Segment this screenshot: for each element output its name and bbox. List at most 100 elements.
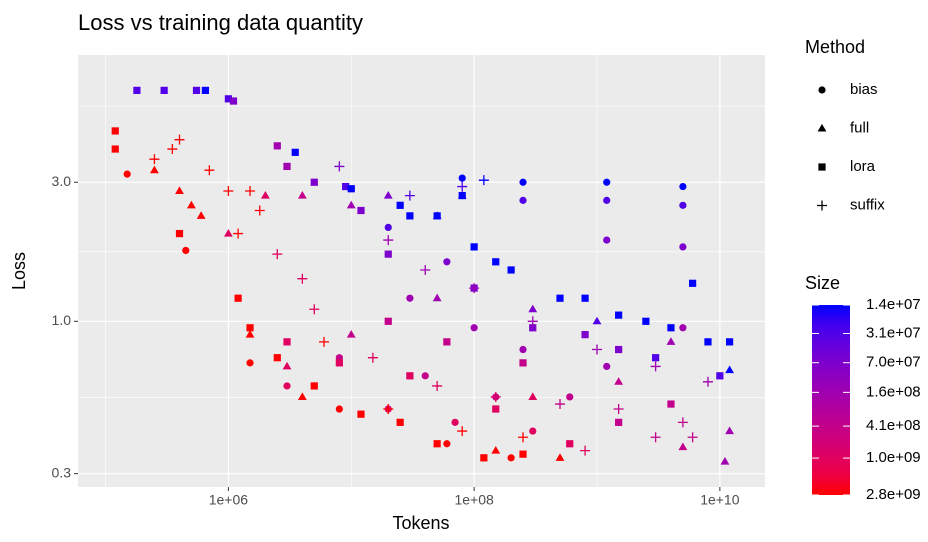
- point: [404, 190, 415, 201]
- point: [613, 404, 624, 415]
- point: [527, 316, 538, 327]
- point: [470, 324, 478, 332]
- point: [507, 266, 515, 274]
- point: [346, 200, 356, 209]
- point: [297, 273, 308, 284]
- point: [383, 404, 394, 415]
- legend-label: suffix: [850, 196, 885, 213]
- point: [174, 134, 185, 145]
- point: [529, 427, 537, 435]
- point: [492, 258, 500, 266]
- point: [529, 324, 537, 332]
- point: [432, 293, 442, 302]
- point: [519, 196, 527, 204]
- point: [384, 223, 392, 231]
- point: [433, 212, 441, 220]
- point: [182, 246, 190, 255]
- legend-key: [818, 86, 826, 94]
- point: [335, 405, 343, 413]
- point: [591, 344, 602, 355]
- point: [679, 243, 687, 251]
- point: [704, 338, 712, 346]
- point: [519, 178, 527, 186]
- point: [580, 445, 591, 456]
- point: [480, 454, 488, 462]
- colorbar-label: 3.1e+07: [866, 324, 921, 341]
- point: [383, 235, 394, 246]
- point: [615, 418, 623, 426]
- y-tick-label: 1.0: [52, 312, 72, 328]
- point: [406, 372, 414, 380]
- point: [457, 426, 468, 437]
- point: [566, 440, 574, 448]
- point: [642, 317, 650, 325]
- point: [592, 316, 602, 325]
- point: [433, 440, 441, 448]
- point: [347, 185, 355, 193]
- point: [204, 165, 215, 176]
- point: [309, 304, 320, 315]
- point: [667, 324, 675, 332]
- point: [507, 454, 515, 462]
- point: [421, 372, 429, 380]
- point: [245, 330, 255, 338]
- point: [223, 185, 234, 196]
- legend-key: [818, 163, 826, 171]
- panel: [78, 55, 765, 487]
- point: [652, 354, 660, 362]
- x-tick-label: 1e+10: [700, 492, 740, 508]
- point: [160, 86, 168, 94]
- legend-key: [817, 123, 827, 132]
- point: [581, 294, 589, 302]
- point: [615, 345, 623, 354]
- point: [490, 391, 501, 402]
- point: [702, 376, 713, 387]
- point: [555, 399, 566, 410]
- point: [319, 336, 330, 347]
- point: [679, 201, 687, 209]
- point: [272, 249, 283, 260]
- point: [246, 359, 254, 367]
- point: [519, 359, 527, 367]
- colorbar-label: 2.8e+09: [866, 486, 921, 503]
- point: [396, 201, 404, 209]
- point: [310, 178, 318, 186]
- point: [451, 418, 459, 426]
- point: [725, 365, 734, 374]
- point: [273, 354, 281, 362]
- point: [233, 228, 244, 239]
- point: [725, 338, 734, 346]
- point: [192, 86, 201, 94]
- colorbar-label: 7.0e+07: [866, 354, 921, 371]
- point: [167, 144, 178, 155]
- point: [384, 317, 392, 325]
- point: [566, 393, 574, 401]
- colorbar-label: 1.6e+08: [866, 383, 921, 400]
- point: [478, 175, 489, 186]
- point: [224, 95, 232, 103]
- colorbar-label: 1.4e+07: [866, 296, 921, 313]
- point: [556, 294, 564, 302]
- x-tick-label: 1e+06: [209, 492, 249, 508]
- point: [470, 243, 478, 251]
- point: [229, 97, 238, 105]
- point: [603, 236, 611, 244]
- point: [492, 405, 500, 413]
- point: [260, 190, 270, 199]
- point: [406, 294, 414, 302]
- point: [396, 418, 404, 426]
- point: [283, 162, 291, 171]
- point: [458, 191, 466, 200]
- point: [491, 445, 501, 454]
- point: [603, 178, 611, 186]
- point: [614, 377, 624, 385]
- point: [187, 200, 196, 209]
- legend-label: bias: [850, 81, 878, 98]
- point: [406, 212, 414, 220]
- point: [346, 330, 356, 338]
- point: [273, 142, 281, 150]
- point: [111, 145, 119, 153]
- point: [458, 174, 466, 182]
- y-tick-label: 3.0: [52, 173, 72, 189]
- point: [679, 324, 687, 332]
